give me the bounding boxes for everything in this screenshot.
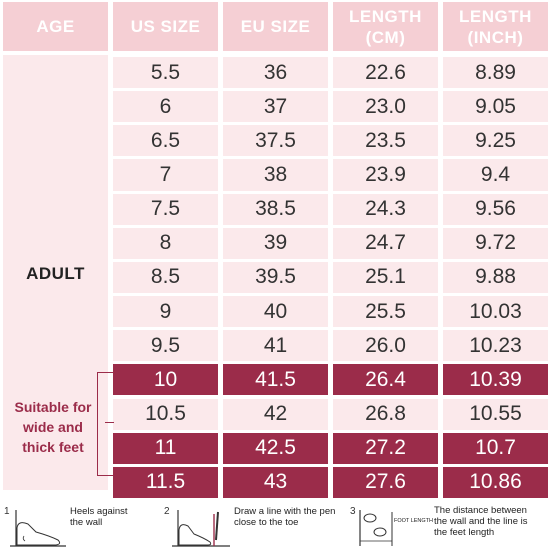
step-3-number: 3	[350, 506, 356, 517]
step-2-number: 2	[164, 506, 170, 517]
cell-eu-size: 42	[223, 398, 328, 430]
cell-length-inch: 9.88	[443, 261, 548, 294]
cell-eu-size: 41.5	[223, 364, 328, 396]
wide-feet-note-line-2: wide and	[23, 419, 83, 435]
wide-feet-note-line-1: Suitable for	[14, 399, 92, 415]
cell-eu-size: 36	[223, 57, 328, 89]
cell-us-size: 6	[113, 91, 218, 123]
header-length-inch: LENGTH (INCH)	[443, 2, 548, 51]
size-chart-table: AGE US SIZE EU SIZE LENGTH (CM) LENGTH (INCH…	[3, 2, 548, 498]
cell-length-cm: 24.3	[333, 193, 438, 225]
wide-feet-note-line-3: thick feet	[22, 439, 84, 455]
cell-length-inch: 9.56	[443, 193, 548, 225]
header-length-cm: LENGTH (CM)	[333, 2, 438, 51]
cell-length-cm: 26.0	[333, 330, 438, 362]
cell-length-inch: 9.72	[443, 227, 548, 259]
cell-length-inch: 9.05	[443, 91, 548, 123]
cell-length-cm: 24.7	[333, 227, 438, 259]
cell-length-cm: 27.2	[333, 432, 438, 464]
foot-length-icon-label: FOOT LENGTH	[394, 518, 433, 524]
cell-length-inch: 10.03	[443, 296, 548, 328]
cell-us-size: 8.5	[113, 261, 218, 294]
cell-length-cm: 23.9	[333, 159, 438, 191]
cell-us-size: 5.5	[113, 57, 218, 89]
cell-length-inch: 10.23	[443, 330, 548, 362]
cell-length-cm: 26.8	[333, 398, 438, 430]
cell-length-inch: 10.86	[443, 466, 548, 498]
age-label: ADULT	[26, 264, 85, 283]
cell-length-cm: 23.0	[333, 91, 438, 123]
header-us-size: US SIZE	[113, 2, 218, 51]
header-eu-size: EU SIZE	[223, 2, 328, 51]
foot-length-measure-icon: FOOT LENGTH	[359, 510, 433, 546]
cell-length-inch: 10.7	[443, 432, 548, 464]
wide-feet-note: Suitable for wide and thick feet	[3, 397, 103, 457]
cell-eu-size: 37	[223, 91, 328, 123]
cell-us-size: 9.5	[113, 330, 218, 362]
wide-feet-bracket	[97, 372, 113, 476]
cell-us-size: 10	[113, 364, 218, 396]
cell-length-inch: 9.25	[443, 125, 548, 157]
foot-against-wall-icon	[10, 510, 66, 547]
cell-eu-size: 37.5	[223, 125, 328, 157]
step-1-number: 1	[4, 506, 10, 517]
cell-us-size: 11	[113, 432, 218, 464]
cell-length-inch: 8.89	[443, 57, 548, 89]
cell-eu-size: 38	[223, 159, 328, 191]
step-3: 3 FOOT LENGTH The distance between the w…	[350, 500, 548, 548]
cell-us-size: 7.5	[113, 193, 218, 225]
cell-eu-size: 43	[223, 466, 328, 498]
cell-length-cm: 25.1	[333, 261, 438, 294]
wide-feet-bracket-tick	[105, 422, 114, 423]
age-column	[3, 55, 108, 490]
cell-length-inch: 10.55	[443, 398, 548, 430]
step-1: 1 Heels against the wall	[4, 500, 174, 548]
step-2-text: Draw a line with the pen close to the to…	[234, 506, 336, 528]
cell-length-inch: 10.39	[443, 364, 548, 396]
cell-us-size: 9	[113, 296, 218, 328]
cell-eu-size: 38.5	[223, 193, 328, 225]
step-1-text: Heels against the wall	[70, 506, 128, 528]
cell-length-cm: 27.6	[333, 466, 438, 498]
cell-length-cm: 22.6	[333, 57, 438, 89]
cell-length-cm: 23.5	[333, 125, 438, 157]
cell-us-size: 6.5	[113, 125, 218, 157]
cell-eu-size: 41	[223, 330, 328, 362]
cell-length-cm: 26.4	[333, 364, 438, 396]
cell-eu-size: 39.5	[223, 261, 328, 294]
cell-eu-size: 42.5	[223, 432, 328, 464]
pen-line-toe-icon	[172, 510, 230, 547]
cell-us-size: 11.5	[113, 466, 218, 498]
cell-us-size: 8	[113, 227, 218, 259]
header-age: AGE	[3, 2, 108, 51]
cell-length-inch: 9.4	[443, 159, 548, 191]
cell-eu-size: 39	[223, 227, 328, 259]
cell-us-size: 7	[113, 159, 218, 191]
cell-us-size: 10.5	[113, 398, 218, 430]
cell-eu-size: 40	[223, 296, 328, 328]
step-3-text: The distance between the wall and the li…	[434, 505, 528, 538]
cell-length-cm: 25.5	[333, 296, 438, 328]
step-2: 2 Draw a line with the pen close to the …	[164, 500, 354, 548]
